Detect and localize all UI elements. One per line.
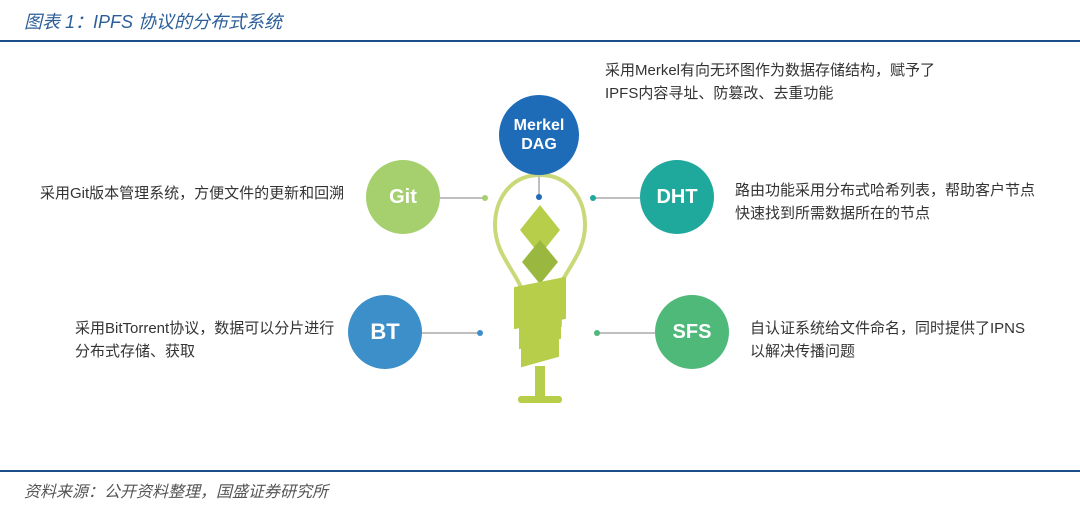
node-sfs: SFS xyxy=(655,295,729,369)
node-bt: BT xyxy=(348,295,422,369)
connector-dot-bt xyxy=(477,330,483,336)
figure-header: 图表 1：IPFS 协议的分布式系统 xyxy=(0,0,1080,42)
node-merkel: Merkel DAG xyxy=(499,95,579,175)
diagram-canvas: Merkel DAG 采用Merkel有向无环图作为数据存储结构，赋予了IPFS内… xyxy=(0,40,1080,470)
node-git: Git xyxy=(366,160,440,234)
figure-source: 资料来源：公开资料整理，国盛证券研究所 xyxy=(24,478,1056,502)
connector-git xyxy=(440,197,485,199)
connector-dht xyxy=(593,197,640,199)
desc-sfs: 自认证系统给文件命名，同时提供了IPNS以解决传播问题 xyxy=(750,318,1030,363)
desc-bt: 采用BitTorrent协议，数据可以分片进行分布式存储、获取 xyxy=(75,318,343,363)
node-dht: DHT xyxy=(640,160,714,234)
desc-dht: 路由功能采用分布式哈希列表，帮助客户节点快速找到所需数据所在的节点 xyxy=(735,180,1045,225)
connector-dot-merkel xyxy=(536,194,542,200)
figure-footer: 资料来源：公开资料整理，国盛证券研究所 xyxy=(0,470,1080,510)
connector-dot-sfs xyxy=(594,330,600,336)
desc-merkel: 采用Merkel有向无环图作为数据存储结构，赋予了IPFS内容寻址、防篡改、去重… xyxy=(605,60,965,105)
figure-title: 图表 1：IPFS 协议的分布式系统 xyxy=(24,8,1056,34)
connector-sfs xyxy=(597,332,655,334)
desc-git: 采用Git版本管理系统，方便文件的更新和回溯 xyxy=(40,183,360,206)
connector-dot-dht xyxy=(590,195,596,201)
connector-bt xyxy=(422,332,480,334)
connector-dot-git xyxy=(482,195,488,201)
lightbulb-icon xyxy=(490,170,590,430)
